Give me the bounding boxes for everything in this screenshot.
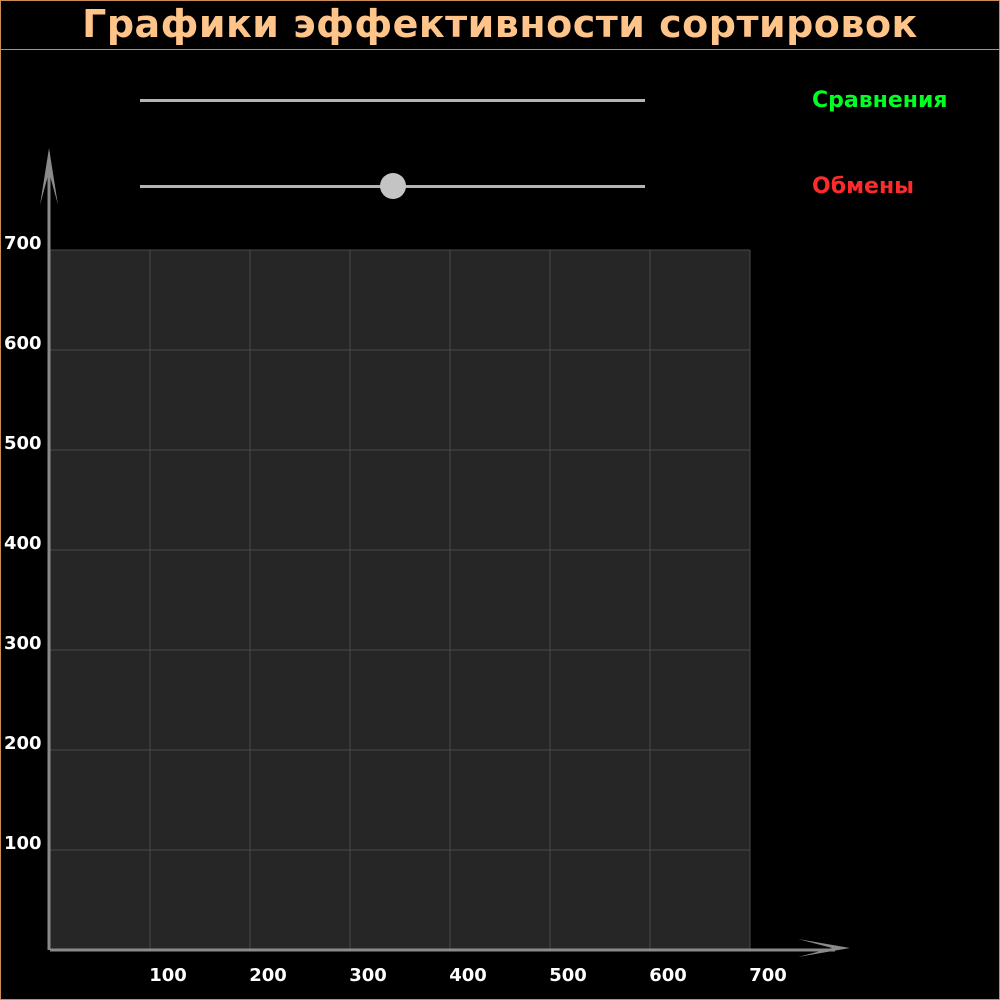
y-tick-label-6: 700	[4, 233, 42, 254]
swaps-slider[interactable]	[140, 173, 645, 199]
y-tick-label-0: 100	[4, 833, 42, 854]
y-axis-arrow-icon	[40, 148, 58, 205]
comparisons-slider[interactable]	[140, 87, 645, 113]
x-tick-label-4: 500	[549, 965, 587, 986]
title-bar: Графики эффективности сортировок	[0, 0, 1000, 50]
x-tick-label-2: 300	[349, 965, 387, 986]
y-tick-label-5: 600	[4, 333, 42, 354]
swaps-slider-thumb[interactable]	[379, 173, 406, 199]
y-tick-label-4: 500	[4, 433, 42, 454]
x-tick-label-6: 700	[749, 965, 787, 986]
y-tick-label-1: 200	[4, 733, 42, 754]
comparisons-slider-track[interactable]	[140, 99, 645, 102]
x-tick-label-0: 100	[149, 965, 187, 986]
y-tick-label-2: 300	[4, 633, 42, 654]
x-tick-label-5: 600	[649, 965, 687, 986]
x-tick-label-1: 200	[249, 965, 287, 986]
comparisons-label: Сравнения	[812, 88, 948, 113]
page-title: Графики эффективности сортировок	[82, 2, 918, 46]
x-axis-arrow-icon	[798, 939, 850, 957]
y-tick-label-3: 400	[4, 533, 42, 554]
plot-area	[50, 250, 750, 950]
x-tick-label-3: 400	[449, 965, 487, 986]
swaps-label: Обмены	[812, 174, 915, 199]
